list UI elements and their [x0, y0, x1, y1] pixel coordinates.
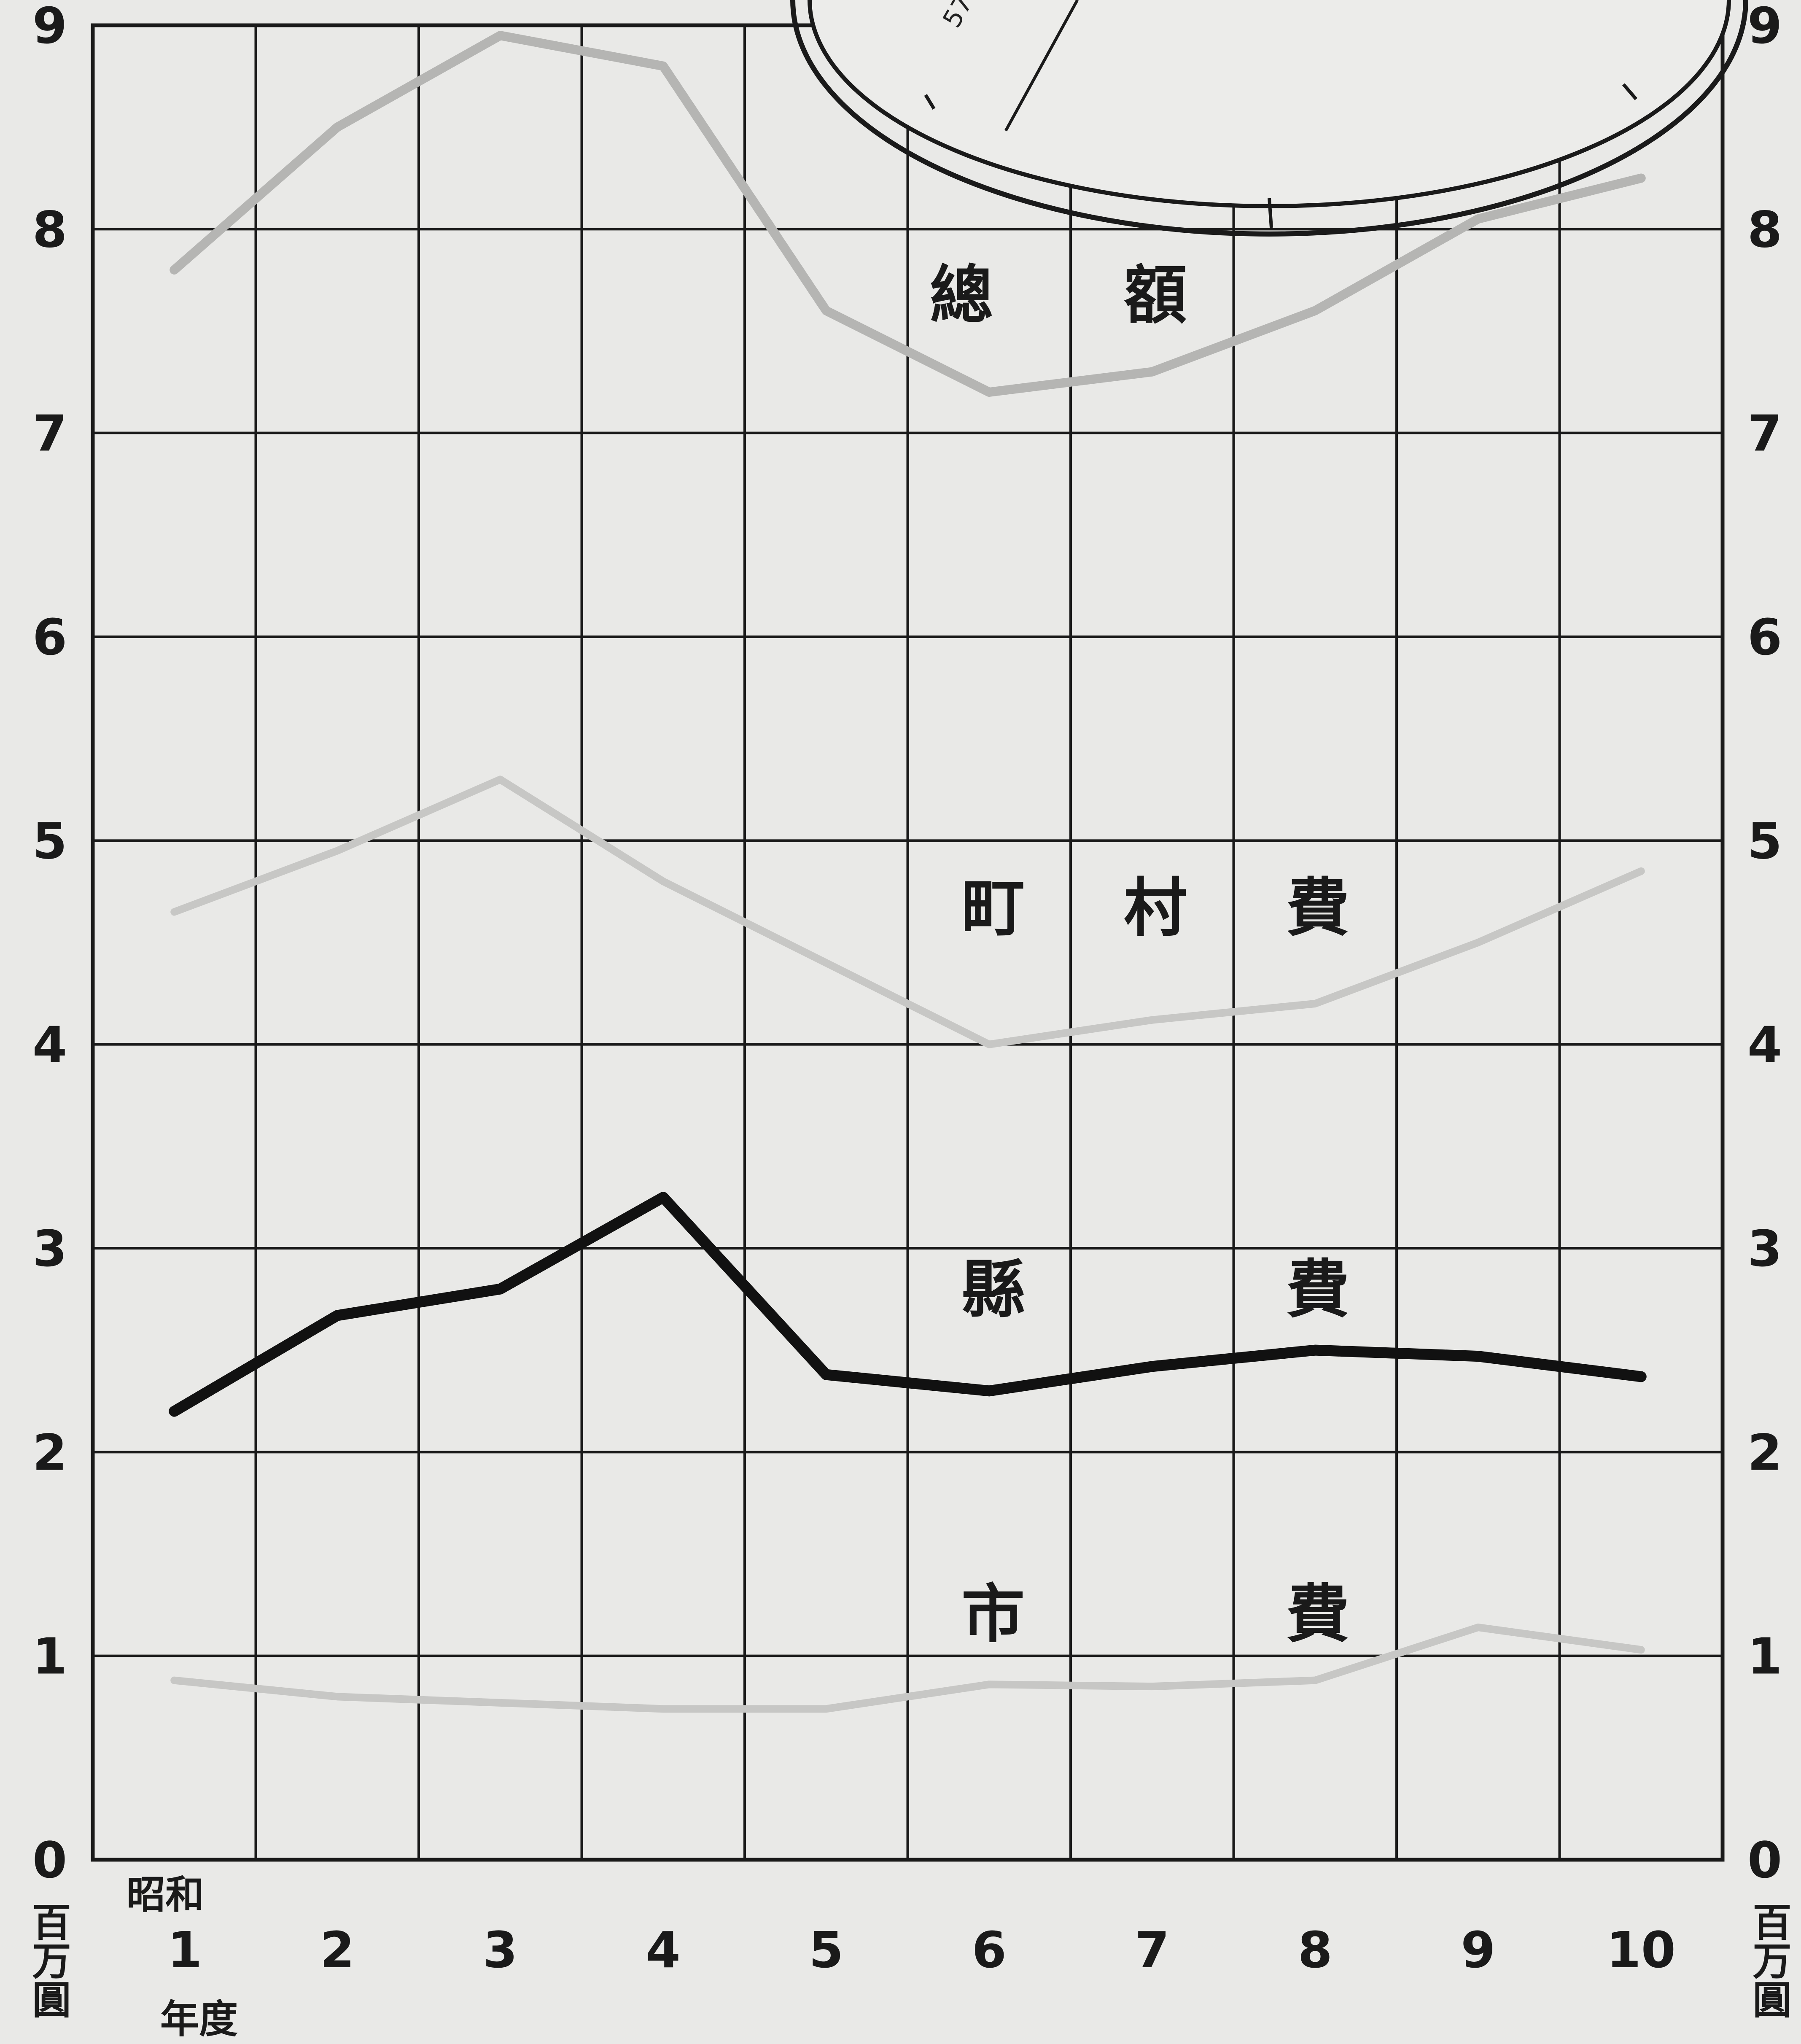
x-tick-label: 5: [809, 1921, 843, 1979]
x-tick-label: 3: [483, 1921, 517, 1979]
x-axis-unit-label: 年度: [160, 1996, 238, 2042]
label-town-char-2: 村: [1124, 871, 1187, 945]
y-tick-label-left: 4: [32, 1016, 67, 1074]
x-tick-label: 8: [1298, 1921, 1333, 1979]
x-tick-label: 10: [1607, 1921, 1676, 1979]
pie-inset-divider: [1004, 0, 1079, 132]
label-town-char-3: 費: [1286, 871, 1349, 945]
y-tick-label-right: 1: [1747, 1627, 1782, 1686]
pie-inset-fragment: 577: [790, 0, 1748, 237]
series-labels: 總 額 町 村 費 縣 費 市 費: [930, 258, 1349, 1651]
pie-inset-outer-ring: [790, 0, 1748, 237]
y-tick-label-right: 8: [1747, 200, 1782, 259]
y-tick-label-right: 5: [1747, 812, 1782, 870]
y-tick-label-left: 1: [32, 1627, 67, 1686]
label-prefecture-char-1: 縣: [961, 1252, 1025, 1327]
y-tick-label-right: 2: [1747, 1423, 1782, 1481]
label-total-char-2: 額: [1124, 258, 1187, 332]
y-tick-label-left: 9: [32, 0, 67, 55]
series-line-3: [169, 1192, 1647, 1417]
label-city-char-2: 費: [1286, 1577, 1349, 1651]
y-tick-label-right: 0: [1747, 1831, 1782, 1889]
y-tick-label-right: 3: [1747, 1220, 1782, 1278]
label-total-char-1: 總: [930, 258, 993, 332]
series-line-4: [170, 1624, 1645, 1713]
series-line-2: [170, 776, 1645, 1048]
x-axis-era-label: 昭和: [127, 1872, 204, 1917]
x-tick-label: 6: [972, 1921, 1007, 1979]
tick-labels: 0 0 1 1 2 2 3 3 4 4 5 5 6 6 7 7 8 8 9 9 1 2 3 4 5 6 7 8 9 10: [32, 0, 1782, 1979]
y-tick-label-left: 6: [32, 608, 67, 666]
pie-ring-tick: [1268, 198, 1273, 228]
y-tick-label-left: 3: [32, 1220, 67, 1278]
x-tick-label: 7: [1135, 1921, 1169, 1979]
series-line-1: [170, 31, 1646, 397]
pie-ring-tick: [924, 94, 936, 110]
y-axis-unit-left: 百万圓: [26, 1902, 71, 2018]
x-tick-label: 4: [646, 1921, 681, 1979]
y-tick-label-right: 4: [1747, 1016, 1782, 1074]
y-axis-unit-right: 百万圓: [1746, 1902, 1792, 2018]
x-tick-label: 2: [320, 1921, 355, 1979]
y-tick-label-left: 0: [32, 1831, 67, 1889]
y-tick-label-right: 9: [1747, 0, 1782, 55]
label-city-char-1: 市: [961, 1577, 1025, 1651]
label-prefecture-char-2: 費: [1286, 1252, 1349, 1327]
y-tick-label-left: 8: [32, 200, 67, 259]
y-tick-label-right: 7: [1747, 404, 1782, 463]
y-tick-label-left: 7: [32, 404, 67, 463]
y-tick-label-left: 5: [32, 812, 67, 870]
label-town-char-1: 町: [961, 871, 1025, 945]
x-tick-label: 9: [1461, 1921, 1495, 1979]
series-layer: [169, 31, 1647, 1713]
grid-layer: [91, 23, 1725, 1862]
pie-ring-tick: [1622, 83, 1638, 100]
y-tick-label-left: 2: [32, 1423, 67, 1481]
y-tick-label-right: 6: [1747, 608, 1782, 666]
x-tick-label: 1: [167, 1921, 202, 1979]
